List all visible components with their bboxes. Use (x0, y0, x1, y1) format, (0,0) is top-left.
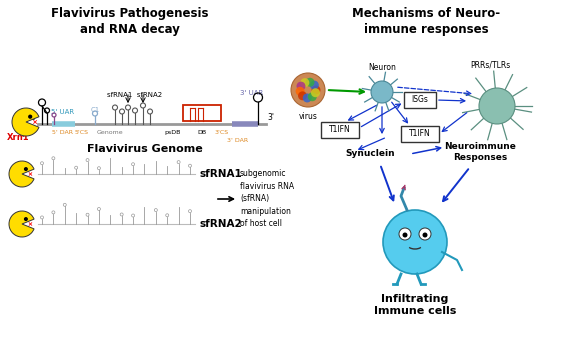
Text: T1IFN: T1IFN (329, 126, 351, 134)
Text: Flavivirus Pathogenesis
and RNA decay: Flavivirus Pathogenesis and RNA decay (51, 7, 209, 36)
Text: Genome: Genome (97, 130, 123, 135)
Text: PRRs/TLRs: PRRs/TLRs (470, 60, 510, 69)
Text: Xrn1: Xrn1 (7, 133, 30, 143)
Circle shape (311, 88, 320, 97)
Wedge shape (9, 161, 34, 187)
Circle shape (298, 91, 307, 100)
Text: Synuclein: Synuclein (345, 150, 395, 158)
Text: T1IFN: T1IFN (409, 130, 431, 138)
Circle shape (419, 228, 431, 240)
Bar (404, 92, 436, 108)
Text: Infiltrating
Immune cells: Infiltrating Immune cells (374, 294, 456, 316)
Circle shape (291, 73, 325, 107)
Circle shape (310, 81, 319, 90)
Text: 3': 3' (267, 113, 274, 122)
Text: subgenomic
flavivirus RNA
(sfRNA)
manipulation
of host cell: subgenomic flavivirus RNA (sfRNA) manipu… (240, 170, 294, 228)
Circle shape (295, 87, 304, 96)
Circle shape (300, 78, 310, 87)
Text: virus: virus (299, 112, 318, 121)
Bar (183, 105, 221, 121)
Circle shape (308, 92, 317, 101)
Circle shape (29, 115, 32, 118)
Circle shape (296, 82, 306, 90)
Text: Mechanisms of Neuro-
immune responses: Mechanisms of Neuro- immune responses (352, 7, 500, 36)
Text: 5' UAR: 5' UAR (52, 109, 74, 115)
Text: Neuroimmune
Responses: Neuroimmune Responses (444, 142, 516, 162)
Circle shape (403, 233, 407, 238)
Circle shape (303, 94, 312, 102)
Circle shape (479, 88, 515, 124)
Wedge shape (12, 108, 39, 136)
Text: 5' DAR: 5' DAR (52, 130, 73, 135)
Text: sfRNA2: sfRNA2 (200, 219, 243, 229)
Text: 3' UAR: 3' UAR (240, 90, 264, 96)
Circle shape (371, 81, 393, 103)
Text: sfRNA1: sfRNA1 (200, 169, 243, 179)
Circle shape (24, 218, 27, 220)
Circle shape (311, 86, 320, 94)
Wedge shape (9, 211, 34, 237)
Text: sfRNA1  sfRNA2: sfRNA1 sfRNA2 (107, 92, 162, 98)
Circle shape (24, 168, 27, 170)
Text: C1: C1 (90, 107, 99, 113)
Text: 3' DAR: 3' DAR (227, 138, 249, 143)
Text: DB: DB (198, 130, 207, 135)
Bar (401, 126, 439, 142)
Circle shape (423, 233, 428, 238)
Text: 3'CS: 3'CS (215, 130, 229, 135)
Circle shape (399, 228, 411, 240)
Circle shape (306, 78, 315, 87)
Text: 5'CS: 5'CS (75, 130, 89, 135)
Circle shape (383, 210, 447, 274)
Text: Flavivirus Genome: Flavivirus Genome (87, 144, 203, 154)
Text: psDB: psDB (165, 130, 181, 135)
FancyArrowPatch shape (402, 185, 405, 190)
Text: Neuron: Neuron (368, 63, 396, 72)
Bar (321, 122, 359, 138)
Text: 5': 5' (30, 113, 37, 122)
Text: ISGs: ISGs (412, 95, 428, 105)
